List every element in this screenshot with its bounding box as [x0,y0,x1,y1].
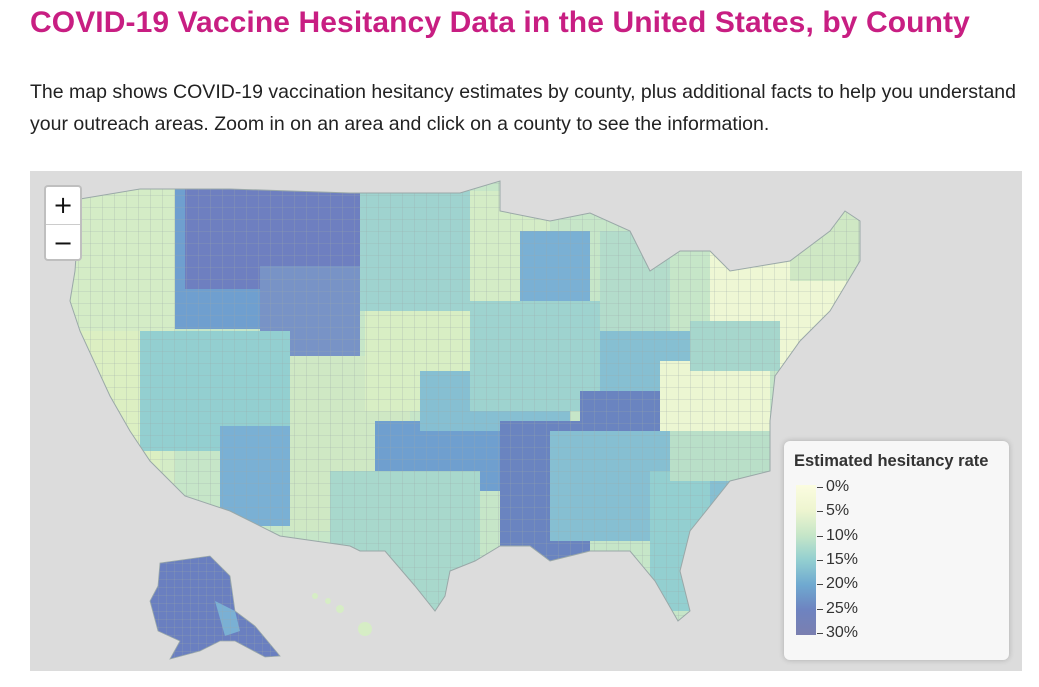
legend-label: 10% [826,526,859,544]
alaska-region [149,555,281,660]
zoom-out-button[interactable]: − [46,224,80,259]
legend-tick [817,608,823,610]
legend-tick [817,584,823,586]
us-county-map[interactable] [30,171,1022,671]
zoom-control: + − [44,185,82,261]
legend-tick [817,511,823,513]
legend-tick [817,487,823,488]
legend-label: 15% [826,551,859,568]
hawaii-region [312,593,372,636]
legend-label: 30% [826,624,859,641]
legend-tick [817,560,823,561]
map-legend: Estimated hesitancy rate 0% 5% 10% 15% 20% 25… [784,441,1009,660]
zoom-in-button[interactable]: + [52,191,74,219]
legend-label: 5% [826,502,850,520]
legend-color-bar [796,485,816,635]
legend-tick [817,535,823,537]
page-title: COVID-19 Vaccine Hesitancy Data in the U… [30,6,970,39]
legend-label: 0% [826,478,850,495]
map-container[interactable]: + − Estimated hesitancy rate 0% 5% 10% 15% 2… [30,171,1022,671]
conus-outline [69,180,861,622]
legend-title: Estimated hesitancy rate [794,452,989,470]
legend-tick [817,633,823,634]
page-description: The map shows COVID-19 vaccination hesit… [30,81,1016,135]
legend-label: 20% [826,575,859,593]
legend-label: 25% [826,599,859,617]
